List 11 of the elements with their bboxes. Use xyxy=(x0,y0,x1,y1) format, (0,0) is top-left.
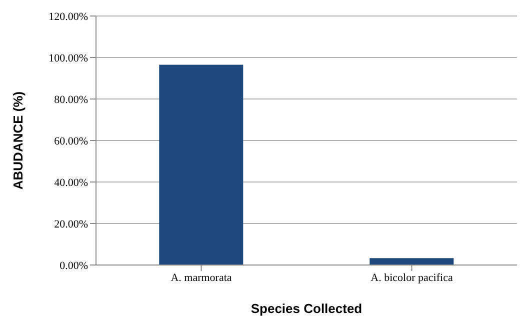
y-tick-label: 80.00% xyxy=(54,94,88,106)
y-tick-label: 60.00% xyxy=(54,135,88,148)
y-tick-label: 120.00% xyxy=(48,10,88,23)
x-axis-title: Species Collected xyxy=(250,301,362,316)
y-tick-label: 100.00% xyxy=(48,52,88,64)
x-tick-label: A. marmorata xyxy=(170,272,232,284)
y-tick-label: 40.00% xyxy=(54,176,88,189)
y-axis-title: ABUDANCE (%) xyxy=(10,91,26,190)
y-tick-label: 20.00% xyxy=(54,218,88,230)
x-tick-label: A. bicolor pacifica xyxy=(370,272,453,284)
y-tick-label: 0.00% xyxy=(60,260,88,272)
